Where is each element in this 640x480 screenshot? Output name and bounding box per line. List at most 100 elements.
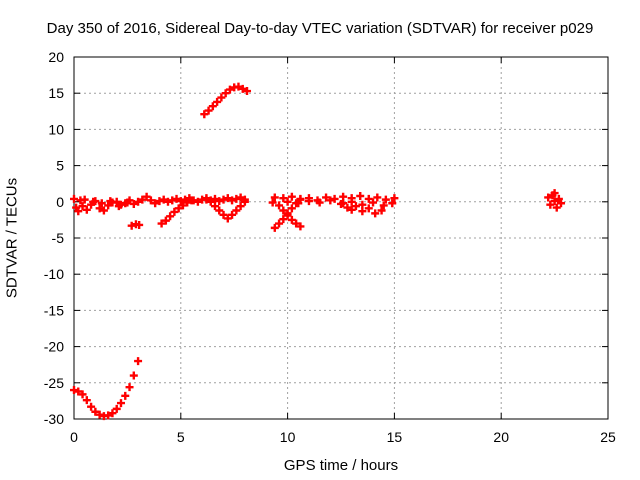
data-point: [243, 87, 252, 96]
data-point: [356, 192, 365, 201]
data-point: [161, 216, 170, 225]
data-point: [135, 220, 144, 229]
data-point: [236, 202, 245, 211]
data-point: [215, 206, 224, 215]
data-point: [557, 199, 566, 208]
data-point: [74, 387, 83, 396]
data-point: [283, 197, 292, 206]
data-point: [554, 194, 563, 203]
data-point: [174, 204, 183, 213]
data-point: [134, 197, 143, 206]
y-tick-label: 0: [56, 194, 64, 210]
data-point: [381, 195, 390, 204]
data-point: [228, 210, 237, 219]
data-point: [134, 357, 143, 366]
data-point: [268, 198, 277, 207]
data-point: [215, 197, 224, 206]
y-tick-label: 20: [48, 49, 64, 65]
data-point: [80, 195, 89, 204]
y-tick-label: -10: [44, 266, 64, 282]
data-point: [146, 196, 155, 205]
data-point: [138, 195, 147, 204]
data-point: [155, 197, 164, 206]
data-point: [238, 84, 247, 93]
data-point: [364, 204, 373, 213]
data-point: [91, 407, 100, 416]
data-point: [151, 199, 160, 208]
data-point: [228, 196, 237, 205]
data-point: [193, 197, 202, 206]
data-point: [364, 194, 373, 203]
data-point: [296, 222, 305, 231]
data-point: [322, 193, 331, 202]
data-point: [104, 411, 113, 420]
data-point: [116, 399, 125, 408]
y-tick-label: -5: [52, 230, 65, 246]
data-point: [129, 371, 138, 380]
y-tick-label: 15: [48, 85, 64, 101]
data-point: [219, 195, 228, 204]
x-tick-label: 25: [600, 429, 616, 445]
x-axis-label: GPS time / hours: [283, 457, 399, 474]
data-point: [304, 197, 313, 206]
data-point: [358, 207, 367, 216]
data-point: [369, 198, 378, 207]
data-point: [204, 106, 213, 115]
data-point: [70, 386, 78, 395]
data-point: [287, 215, 296, 224]
data-point: [82, 205, 91, 214]
data-point: [123, 198, 132, 207]
data-point: [163, 197, 172, 206]
data-point: [166, 212, 175, 221]
data-point: [223, 214, 232, 223]
axis-ticks: 0 5 10 15 20 25 -30 -25 -20 -15 -10 -5 0 5 10 15 20: [44, 49, 616, 445]
data-point: [270, 223, 279, 232]
data-point: [234, 82, 243, 91]
data-point: [168, 196, 177, 205]
data-point: [210, 202, 219, 211]
data-point: [210, 194, 219, 203]
data-point: [159, 195, 168, 204]
data-point: [232, 194, 241, 203]
data-point: [339, 199, 348, 208]
data-point: [347, 205, 356, 214]
data-point: [275, 219, 284, 228]
data-point: [279, 206, 288, 215]
data-point: [550, 197, 559, 206]
data-point: [129, 199, 138, 208]
data-point: [219, 210, 228, 219]
data-point: [213, 97, 222, 106]
data-point: [217, 93, 226, 102]
data-point: [170, 207, 179, 216]
data-point: [178, 201, 187, 210]
x-tick-label: 10: [280, 429, 296, 445]
data-point: [200, 110, 209, 119]
data-point: [351, 202, 360, 211]
data-point: [208, 102, 217, 111]
data-point: [283, 211, 292, 220]
data-point: [176, 197, 185, 206]
data-point: [232, 206, 241, 215]
data-point: [240, 197, 249, 206]
data-point: [279, 215, 288, 224]
data-point: [544, 193, 553, 202]
data-point: [326, 196, 335, 205]
data-point: [379, 201, 388, 210]
data-point: [292, 219, 301, 228]
data-point: [287, 192, 296, 201]
data-point: [202, 195, 211, 204]
data-point: [74, 207, 83, 216]
data-point: [157, 219, 166, 228]
data-point: [206, 197, 215, 206]
data-point: [223, 194, 232, 203]
data-point: [236, 193, 245, 202]
y-tick-label: 5: [56, 158, 64, 174]
data-point: [371, 209, 380, 218]
data-point: [221, 89, 230, 98]
data-point: [183, 198, 192, 207]
data-point: [225, 85, 234, 94]
data-point: [99, 206, 108, 215]
x-tick-label: 5: [177, 429, 185, 445]
data-points: [70, 82, 566, 421]
data-point: [127, 221, 136, 230]
